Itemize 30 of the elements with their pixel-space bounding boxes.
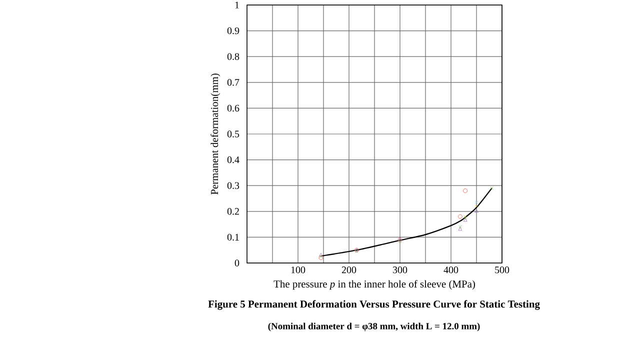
- y-tick-label: 0: [234, 260, 240, 266]
- x-tick-label: 300: [393, 266, 408, 274]
- point: [490, 186, 494, 190]
- point: [458, 225, 462, 228]
- point: [474, 200, 478, 204]
- x-tick-label: 400: [444, 266, 458, 274]
- point: [463, 188, 468, 193]
- x-tick-label: 200: [342, 266, 356, 274]
- point: [458, 227, 462, 231]
- point: [463, 218, 468, 222]
- y-tick-label: 0.7: [227, 79, 240, 86]
- y-tick-label: 0.8: [227, 53, 240, 60]
- point: [458, 214, 462, 219]
- y-tick-label: 0.9: [227, 27, 240, 34]
- y-tick-label: 0.2: [227, 208, 239, 215]
- y-tick-label: 0.6: [227, 104, 240, 112]
- point: [474, 209, 478, 213]
- y-tick-label: 0.3: [227, 182, 240, 189]
- text: Figure 5 Permanent Deformation Versus Pressure Curve for Static Testing: [208, 300, 540, 310]
- x-axis-title: The pressure p in the inner hole of sleeve (MPa): [274, 280, 475, 290]
- text: (Nominal diameter d = φ38 mm, width L = 12.0 mm): [268, 322, 480, 332]
- y-tick-label: 0.4: [227, 156, 240, 164]
- x-tick-label: 500: [495, 266, 510, 274]
- y-tick-label: 0.5: [227, 130, 240, 138]
- y-tick-label: 0.1: [227, 234, 239, 241]
- y-tick-label: 1: [235, 2, 239, 8]
- y-axis-title: Permanent deformation(mm): [210, 74, 220, 195]
- x-tick-label: 100: [291, 266, 306, 274]
- point: [474, 204, 478, 208]
- line-series: [320, 188, 492, 257]
